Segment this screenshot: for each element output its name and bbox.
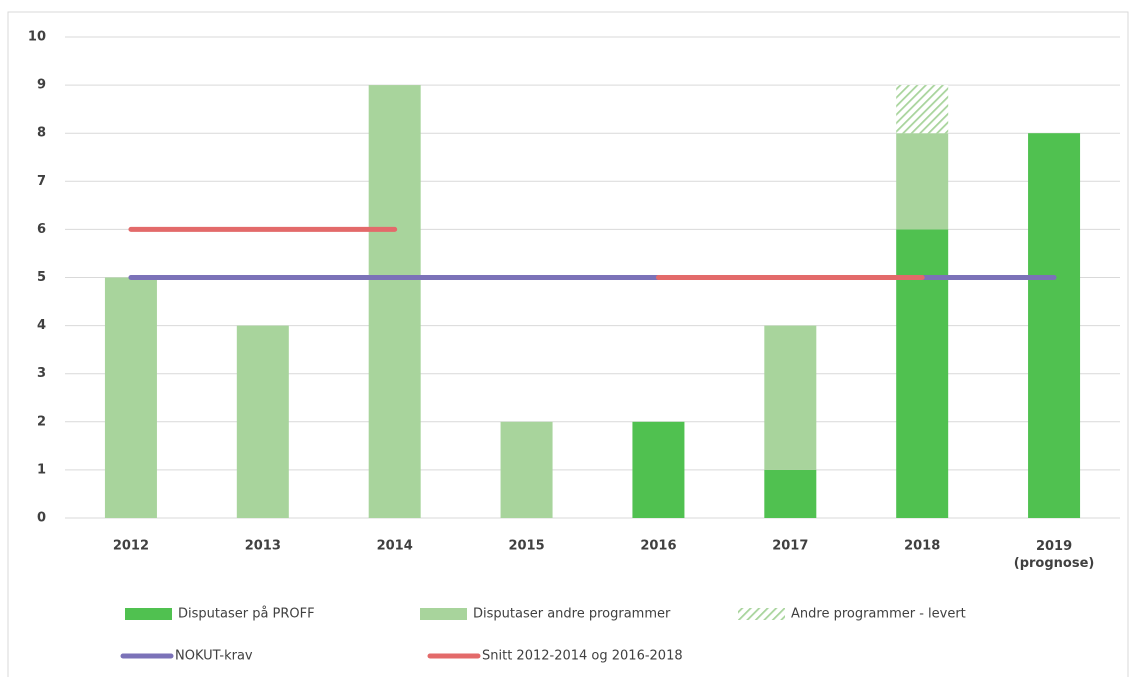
x-tick-label: 2019 (prognose) [1014,539,1095,571]
x-tick-label: 2016 [640,539,676,554]
y-tick-label: 8 [37,126,46,141]
y-tick-label: 4 [37,318,46,333]
x-tick-label: 2012 [113,539,149,554]
bar-segment [896,85,949,134]
legend-label: Disputaser på PROFF [178,607,315,622]
y-tick-label: 10 [28,30,46,45]
bar-segment [896,229,949,518]
line-series [128,226,925,280]
bar-segment [632,421,685,518]
chart-border [7,11,1129,681]
legend-label: Snitt 2012-2014 og 2016-2018 [482,649,683,664]
y-tick-label: 1 [37,462,46,477]
bar-segment [1028,133,1081,518]
bar-segment [764,325,817,470]
y-tick-label: 3 [37,366,46,381]
x-tick-label: 2014 [377,539,413,554]
bar-segment [368,85,421,518]
legend-label: Disputaser andre programmer [473,607,671,622]
bar-segment [236,325,289,518]
legend-swatch [125,608,172,620]
x-tick-label: 2017 [772,539,808,554]
y-tick-label: 7 [37,174,46,189]
legend-swatch [420,608,467,620]
bar-segment [104,277,157,518]
legend-label: NOKUT-krav [175,649,253,664]
y-tick-label: 0 [37,511,46,526]
bar-segment [500,421,553,518]
y-tick-label: 2 [37,414,46,429]
y-tick-label: 9 [37,78,46,93]
x-tick-label: 2015 [508,539,544,554]
x-tick-label: 2018 [904,539,940,554]
bar-segment [896,133,949,230]
x-tick-label: 2013 [245,539,281,554]
bar-segment [764,469,817,518]
legend-label: Andre programmer - levert [791,607,966,622]
y-tick-label: 6 [37,222,46,237]
y-tick-label: 5 [37,270,46,285]
legend-swatch [738,608,785,620]
